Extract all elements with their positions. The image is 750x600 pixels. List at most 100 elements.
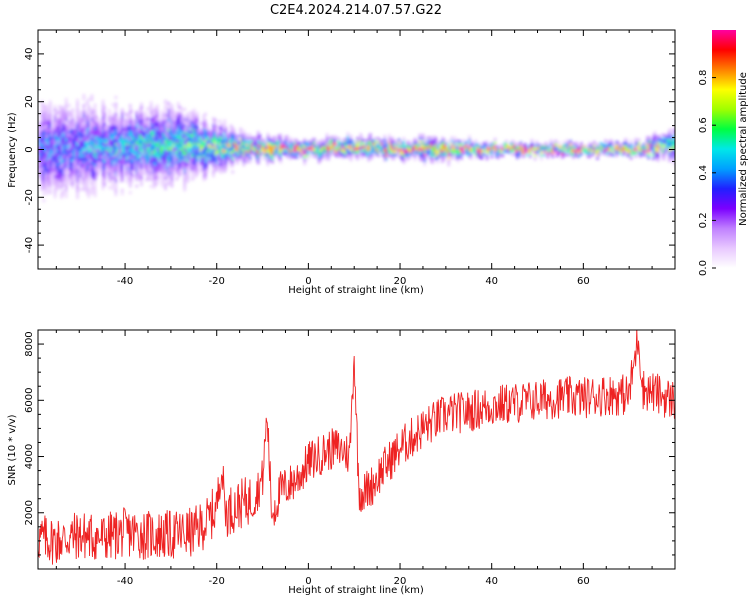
heatmap-cell xyxy=(103,116,106,119)
heatmap-cell xyxy=(46,191,49,195)
heatmap-cell xyxy=(378,146,381,150)
heatmap-cell xyxy=(186,116,189,119)
heatmap-cell xyxy=(92,160,95,163)
heatmap-cell xyxy=(586,151,589,155)
heatmap-cell xyxy=(65,131,68,135)
heatmap-cell xyxy=(108,172,111,176)
heatmap-cell xyxy=(137,161,140,165)
heatmap-cell xyxy=(110,155,113,159)
heatmap-cell xyxy=(118,153,121,156)
heatmap-cell xyxy=(577,155,580,158)
heatmap-cell xyxy=(39,122,42,125)
heatmap-cell xyxy=(406,144,409,148)
heatmap-cell xyxy=(233,138,236,142)
heatmap-cell xyxy=(398,141,401,145)
heatmap-cell xyxy=(84,118,87,122)
heatmap-cell xyxy=(52,129,55,132)
heatmap-cell xyxy=(90,121,93,125)
heatmap-cell xyxy=(649,147,652,150)
heatmap-cell xyxy=(114,189,117,193)
heatmap-cell xyxy=(148,124,151,127)
heatmap-cell xyxy=(50,143,53,147)
heatmap-cell xyxy=(434,150,437,154)
heatmap-cell xyxy=(396,149,399,152)
heatmap-cell xyxy=(502,154,505,157)
heatmap-cell xyxy=(182,143,185,146)
heatmap-cell xyxy=(159,143,162,146)
heatmap-cell xyxy=(146,124,149,127)
heatmap-cell xyxy=(111,123,114,127)
heatmap-cell xyxy=(135,158,138,161)
heatmap-cell xyxy=(466,150,469,154)
heatmap-cell xyxy=(116,156,119,160)
heatmap-cell xyxy=(81,129,84,132)
heatmap-cell xyxy=(228,137,231,141)
heatmap-cell xyxy=(193,152,196,155)
heatmap-cell xyxy=(143,142,146,145)
heatmap-cell xyxy=(60,152,63,156)
heatmap-cell xyxy=(47,162,50,166)
heatmap-cell xyxy=(319,151,322,155)
heatmap-cell xyxy=(116,163,119,166)
heatmap-cell xyxy=(542,148,545,152)
heatmap-cell xyxy=(436,143,439,147)
heatmap-cell xyxy=(236,161,239,165)
heatmap-cell xyxy=(183,138,186,141)
heatmap-cell xyxy=(110,162,113,166)
heatmap-cell xyxy=(47,152,50,156)
heatmap-cell xyxy=(193,115,196,119)
heatmap-cell xyxy=(214,162,217,165)
heatmap-cell xyxy=(114,179,117,183)
heatmap-cell xyxy=(210,142,213,146)
heatmap-cell xyxy=(58,118,61,122)
heatmap-cell xyxy=(161,123,164,127)
heatmap-cell xyxy=(650,146,653,150)
heatmap-cell xyxy=(71,112,74,115)
heatmap-cell xyxy=(569,140,572,143)
heatmap-cell xyxy=(254,153,257,156)
heatmap-cell xyxy=(241,144,244,148)
heatmap-cell xyxy=(554,149,557,153)
heatmap-cell xyxy=(138,121,141,124)
heatmap-cell xyxy=(129,167,132,171)
heatmap-cell xyxy=(238,152,241,155)
heatmap-cell xyxy=(391,140,394,144)
heatmap-cell xyxy=(142,142,145,145)
heatmap-cell xyxy=(242,156,245,160)
heatmap-cell xyxy=(439,151,442,155)
heatmap-cell xyxy=(66,126,69,130)
heatmap-cell xyxy=(90,151,93,155)
heatmap-cell xyxy=(622,153,625,156)
heatmap-cell xyxy=(47,122,50,126)
heatmap-cell xyxy=(441,136,444,140)
heatmap-cell xyxy=(529,148,532,151)
heatmap-cell xyxy=(185,133,188,136)
heatmap-cell xyxy=(55,179,58,183)
heatmap-cell xyxy=(105,161,108,165)
heatmap-cell xyxy=(153,135,156,139)
heatmap-cell xyxy=(84,161,87,165)
heatmap-cell xyxy=(420,151,423,155)
heatmap-cell xyxy=(657,152,660,155)
heatmap-cell xyxy=(430,153,433,156)
heatmap-cell xyxy=(458,147,461,151)
heatmap-cell xyxy=(102,106,105,110)
heatmap-cell xyxy=(186,142,189,146)
heatmap-x-tick-label: -20 xyxy=(209,276,225,287)
heatmap-cell xyxy=(466,143,469,147)
heatmap-cell xyxy=(140,143,143,146)
heatmap-cell xyxy=(249,137,252,140)
heatmap-cell xyxy=(54,182,57,185)
heatmap-cell xyxy=(212,147,215,151)
heatmap-cell xyxy=(294,142,297,145)
heatmap-cell xyxy=(212,127,215,131)
heatmap-x-axis-label: Height of straight line (km) xyxy=(288,285,424,296)
heatmap-cell xyxy=(81,162,84,166)
heatmap-cell xyxy=(242,133,245,136)
heatmap-cell xyxy=(82,137,85,141)
heatmap-cell xyxy=(449,146,452,149)
heatmap-cell xyxy=(62,159,65,163)
heatmap-cell xyxy=(68,137,71,141)
heatmap-cell xyxy=(270,158,273,162)
heatmap-cell xyxy=(60,142,63,146)
